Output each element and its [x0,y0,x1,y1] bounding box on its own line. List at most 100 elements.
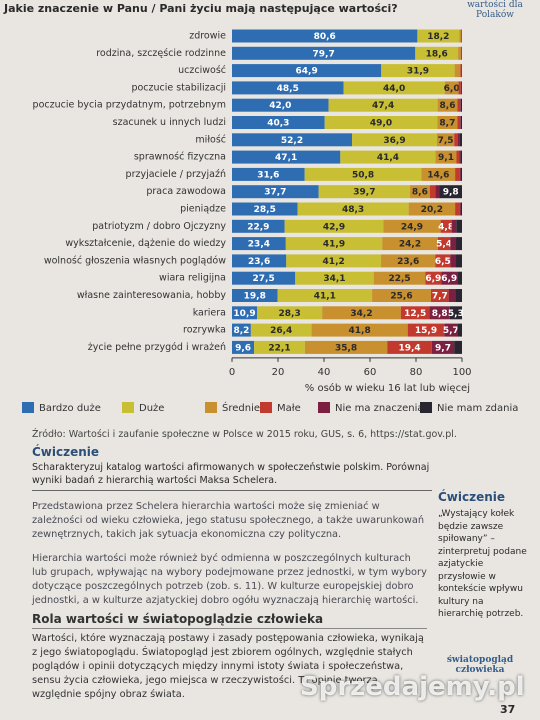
bar-segment [286,254,382,268]
bar-segment [322,306,401,320]
bar-segment [324,116,438,129]
bar-segment [382,237,438,251]
bar-segment [232,271,296,285]
bar-segment [232,133,353,147]
bar-segment [415,46,459,60]
bar-segment [408,202,456,216]
bar-segment [457,116,461,129]
value-label: 23,4 [248,240,270,250]
value-label: 8,6 [412,188,428,198]
value-label: 41,4 [377,153,399,163]
value-label: 8,2 [233,326,249,336]
bar-segment [400,306,430,320]
bar-segment [304,340,388,354]
value-label: 31,6 [257,170,279,180]
watermark: Sprzedajemy.pl [300,672,525,702]
side-exercise-text: „Wystający kołek będzie zawsze spiłowany… [438,509,527,619]
bar-segment [295,271,374,285]
value-label: 5,4 [436,240,452,250]
value-label: 23,6 [397,257,419,267]
bar-segment [456,237,462,251]
value-label: 20,2 [421,205,443,215]
value-label: 49,0 [370,119,392,129]
legend-swatch [318,402,330,413]
value-label: 80,6 [314,32,336,42]
bar-segment [232,254,287,268]
bar-segment [429,185,436,199]
category-label: życie pełne przygód i wrażeń [88,342,226,353]
bar-segment [285,237,383,251]
value-label: 48,5 [277,84,299,94]
bar-segment [232,323,251,337]
bar-segment [232,219,285,233]
value-label: 6,0 [444,84,460,94]
bar-segment [232,150,341,164]
legend-label: Średnie [222,401,260,414]
bar-segment [232,202,298,216]
bar-segment [437,98,458,112]
bar-segment [460,116,461,129]
value-label: 6,9 [425,274,441,284]
bar-segment [425,271,442,285]
category-label: uczciwość [178,65,226,76]
bar-segment [417,29,460,43]
category-label: przyjaciele / przyjaźń [126,169,226,180]
value-label: 7,7 [432,292,448,302]
bar-segment [232,185,319,199]
bar-segment [456,254,462,268]
legend-label: Bardzo duże [39,403,101,414]
bar-segment [458,81,461,95]
x-axis-label: % osób w wieku 16 lat lub więcej [305,382,470,394]
source: Źródło: Wartości i zaufanie społeczne w … [32,429,457,440]
category-label: praca zawodowa [146,186,226,197]
bar-segment [435,185,440,199]
paragraph: Hierarchia wartości może również być odm… [32,553,427,606]
value-label: 36,9 [383,136,405,146]
value-label: 5,7 [443,326,459,336]
value-label: 8,7 [439,119,455,129]
value-label: 47,1 [275,153,297,163]
bar-segment [460,64,462,78]
bar-segment [297,202,409,216]
rule [32,490,432,491]
bar-segment [459,150,461,164]
bar-segment [456,150,460,164]
bar-segment [459,167,461,181]
value-label: 47,4 [372,101,394,111]
category-label: kariera [193,307,226,318]
bar-segment [232,237,286,251]
bar-segment [436,133,455,147]
category-label: wolność głoszenia własnych poglądów [44,255,226,266]
value-label: 22,1 [268,343,290,353]
bar-segment [284,219,384,233]
x-tick-label: 80 [410,367,423,378]
bar-segment [410,185,430,199]
bar-segment [435,150,457,164]
legend-swatch [420,402,432,413]
bar-segment [460,167,462,181]
bar-segment [232,46,416,60]
bar-segment [448,289,456,302]
bar-segment [407,323,445,337]
bar-segment [318,185,411,199]
bar-segment [232,289,278,302]
category-label: rozrywka [183,325,226,336]
bar-segment [328,98,438,112]
question: Jakie znaczenie w Panu / Pani życiu mają… [4,2,398,15]
bar-segment [381,64,455,78]
value-label: 34,1 [323,274,345,284]
legend-label: Małe [277,403,301,414]
bar-segment [455,289,462,302]
bar-segment [456,219,462,233]
x-tick-label: 60 [364,367,377,378]
side-title: wartości dla Polaków [467,0,523,20]
value-label: 41,8 [349,326,371,336]
value-label: 41,1 [314,292,336,302]
bar-segment [232,81,344,95]
value-label: 18,6 [426,49,448,59]
category-label: zdrowie [189,31,226,42]
legend-label: Duże [139,403,164,414]
legend-label: Nie ma znaczenia [335,403,424,414]
bar-segment [372,289,431,302]
